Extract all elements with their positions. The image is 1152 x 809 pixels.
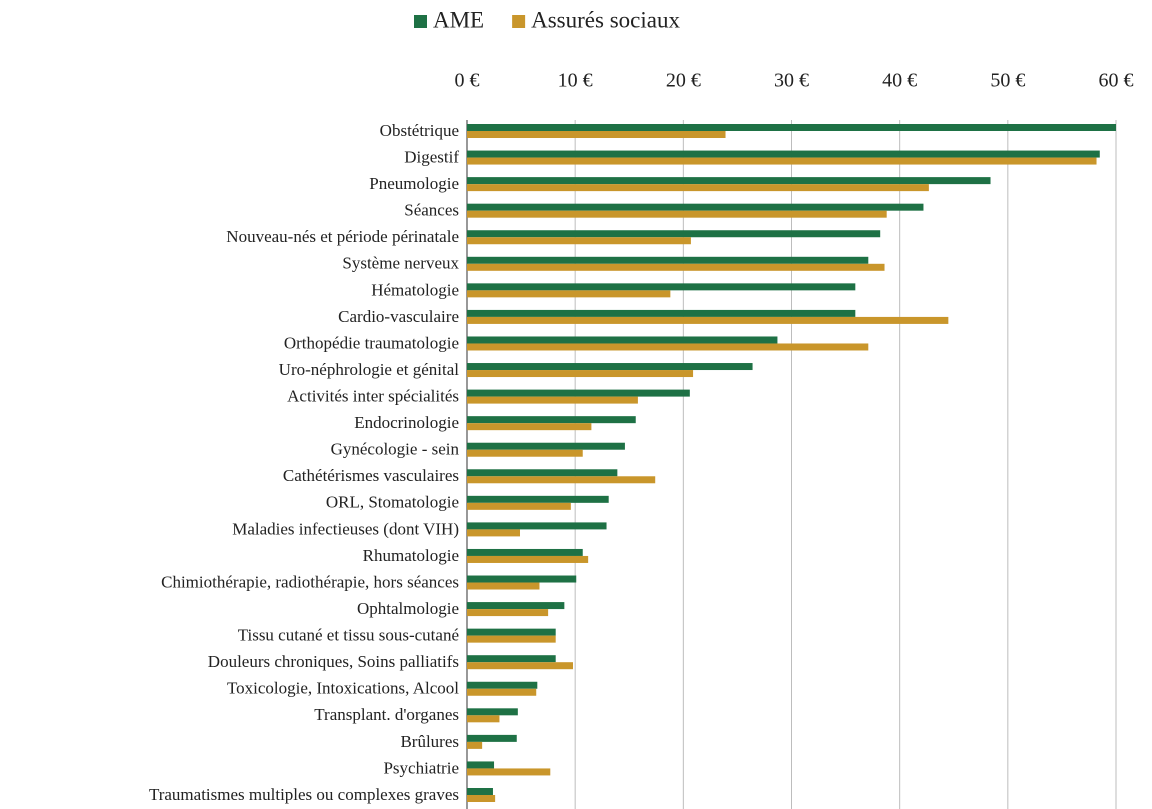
legend-label: Assurés sociaux	[531, 7, 680, 32]
bar	[467, 662, 574, 670]
bar	[467, 734, 517, 742]
bar	[467, 237, 691, 245]
bar	[467, 343, 869, 351]
bar	[467, 283, 856, 291]
bar	[467, 708, 518, 716]
bar	[467, 363, 753, 371]
category-label: Nouveau-nés et période périnatale	[226, 227, 459, 246]
legend-swatch	[512, 15, 526, 28]
legend-swatch	[414, 15, 427, 28]
x-tick-label: 40 €	[882, 70, 917, 92]
bar	[467, 449, 583, 457]
bar	[467, 768, 551, 776]
category-label: Endocrinologie	[354, 413, 459, 432]
bar	[467, 469, 618, 477]
bar	[467, 370, 694, 378]
legend-label: AME	[433, 7, 484, 32]
category-label: Cathétérismes vasculaires	[283, 466, 459, 485]
bar	[467, 256, 869, 264]
category-label: Orthopédie traumatologie	[284, 333, 459, 352]
bar	[467, 529, 521, 537]
bar	[467, 715, 500, 723]
bar	[467, 396, 638, 404]
category-label: Séances	[404, 201, 459, 220]
bar	[467, 582, 540, 590]
category-label: Tissu cutané et tissu sous-cutané	[238, 626, 459, 645]
category-label: Brûlures	[400, 732, 459, 751]
x-tick-label: 60 €	[1099, 70, 1134, 92]
bar	[467, 741, 483, 749]
bar	[467, 522, 607, 530]
bar	[467, 416, 636, 424]
category-label: Rhumatologie	[363, 546, 459, 565]
bar	[467, 795, 496, 802]
category-label: Ophtalmologie	[357, 599, 459, 618]
bar	[467, 423, 592, 431]
bar	[467, 761, 495, 769]
bar	[467, 555, 589, 563]
bar	[467, 316, 949, 324]
bar	[467, 788, 493, 795]
bar	[467, 389, 690, 397]
bar	[467, 609, 549, 617]
bar	[467, 336, 778, 344]
bar	[467, 502, 571, 510]
bar	[467, 688, 537, 696]
category-label: Cardio-vasculaire	[338, 307, 459, 326]
bar	[467, 548, 583, 556]
bar	[467, 575, 577, 583]
x-tick-label: 0 €	[455, 70, 480, 92]
bar	[467, 157, 1097, 165]
category-label: Transplant. d'organes	[314, 705, 459, 724]
bar	[467, 628, 556, 636]
category-label: Pneumologie	[369, 174, 459, 193]
bar	[467, 124, 1116, 131]
bar	[467, 655, 556, 663]
bar	[467, 263, 885, 271]
bar	[467, 184, 929, 192]
category-label: Psychiatrie	[383, 758, 459, 777]
x-tick-label: 50 €	[990, 70, 1025, 92]
category-label: Toxicologie, Intoxications, Alcool	[227, 679, 459, 698]
bar	[467, 210, 887, 218]
category-label: Uro-néphrologie et génital	[279, 360, 460, 379]
bar	[467, 177, 991, 185]
bar	[467, 309, 856, 317]
bar	[467, 602, 565, 610]
bar	[467, 495, 609, 503]
category-label: Traumatismes multiples ou complexes grav…	[149, 785, 459, 804]
x-tick-label: 30 €	[774, 70, 809, 92]
x-tick-label: 10 €	[558, 70, 593, 92]
bar	[467, 681, 538, 689]
category-label: Gynécologie - sein	[331, 440, 460, 459]
category-label: ORL, Stomatologie	[326, 493, 459, 512]
bar	[467, 230, 881, 238]
bar	[467, 442, 625, 450]
bar	[467, 131, 726, 138]
category-label: Hématologie	[371, 280, 459, 299]
category-label: Activités inter spécialités	[287, 387, 459, 406]
category-label: Maladies infectieuses (dont VIH)	[232, 519, 459, 538]
bar	[467, 476, 656, 484]
x-tick-label: 20 €	[666, 70, 701, 92]
bar	[467, 150, 1100, 158]
category-label: Douleurs chroniques, Soins palliatifs	[208, 652, 459, 671]
category-label: Système nerveux	[342, 254, 459, 273]
category-label: Digestif	[404, 147, 459, 166]
bar	[467, 203, 924, 211]
bar	[467, 290, 671, 298]
bar	[467, 635, 556, 643]
category-label: Obstétrique	[380, 121, 459, 140]
category-label: Chimiothérapie, radiothérapie, hors séan…	[161, 572, 459, 591]
